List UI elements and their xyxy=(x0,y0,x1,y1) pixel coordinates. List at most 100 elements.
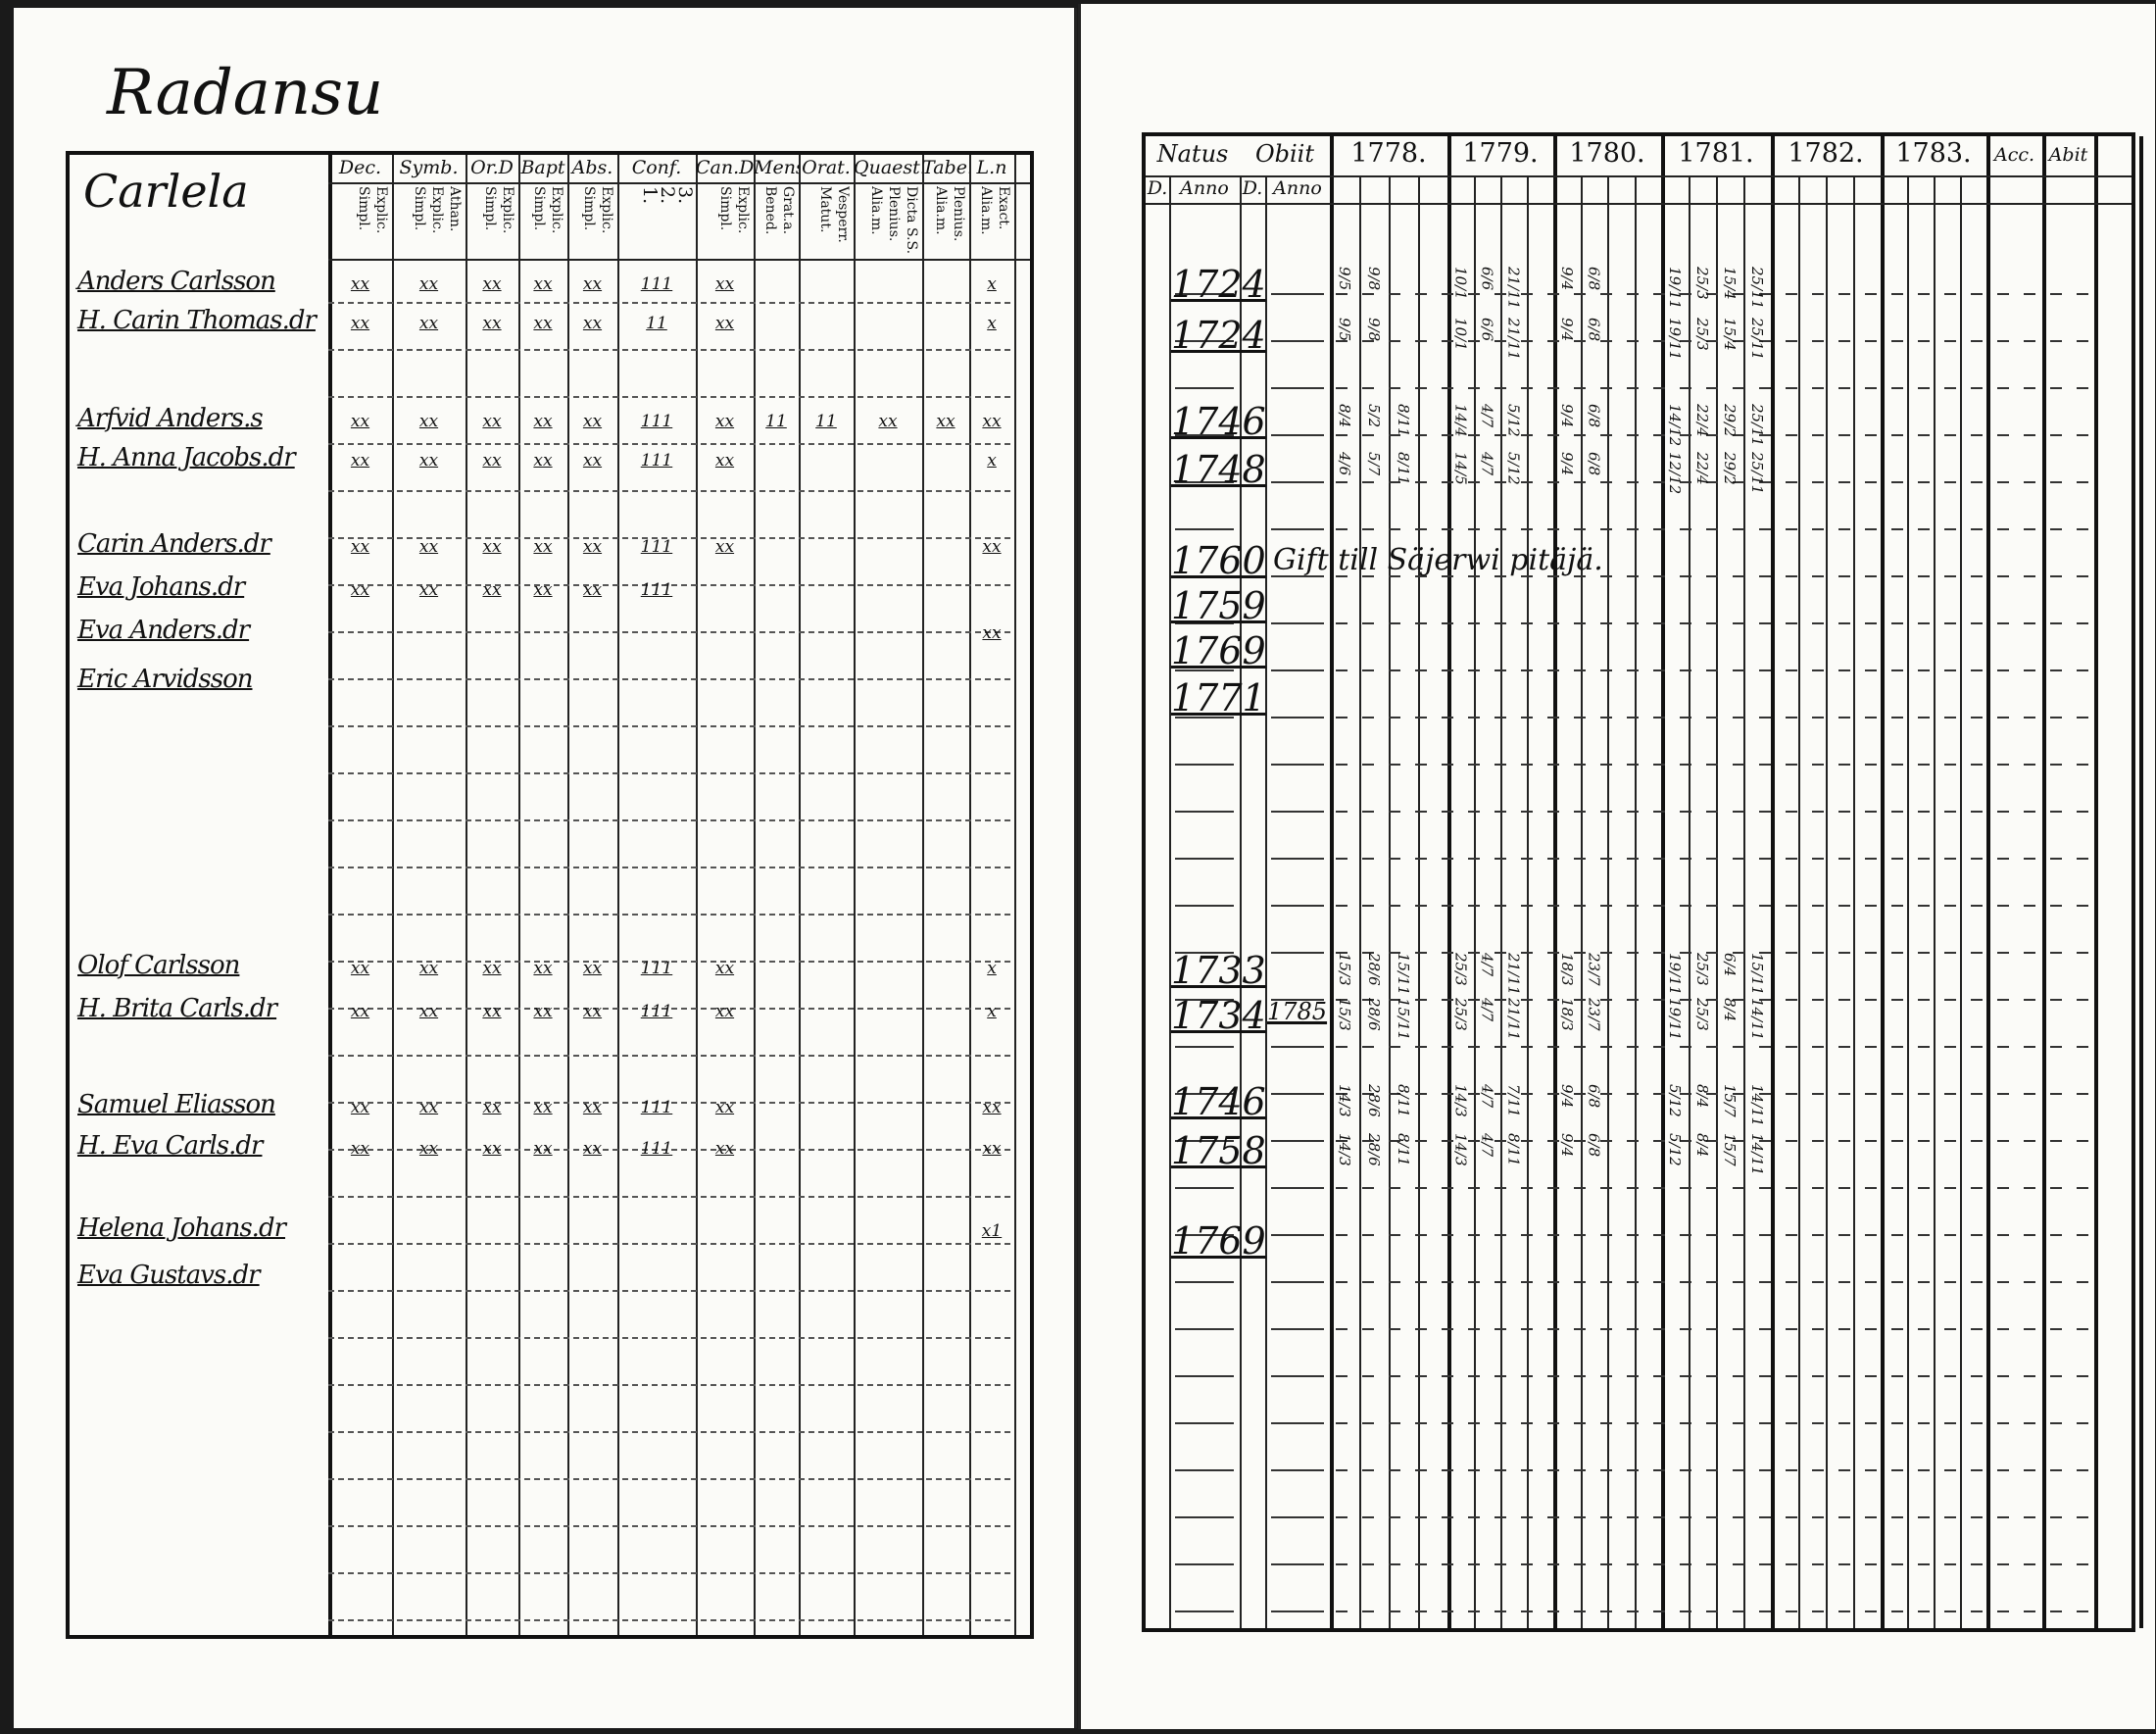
ruled-dash xyxy=(1971,575,1983,577)
exam-mark: xx xyxy=(714,314,735,333)
ruled-dash xyxy=(2024,669,2035,671)
ruled-dash xyxy=(1521,1563,1533,1565)
exam-date: 25/3 xyxy=(1693,953,1711,986)
ruled-dash xyxy=(1812,1610,1824,1612)
ruled-dash xyxy=(1547,717,1559,718)
ruled-dash xyxy=(1706,1187,1718,1189)
ruled-dash xyxy=(1442,905,1453,907)
exam-mark: xx xyxy=(714,412,735,431)
ruled-dash xyxy=(1997,1422,2009,1424)
ruled-dash xyxy=(1627,999,1639,1001)
ruled-dash xyxy=(1786,340,1797,342)
exam-date: 4/7 xyxy=(1478,1084,1496,1109)
person-name: Samuel Eliasson xyxy=(77,1090,276,1119)
ruled-dash xyxy=(1442,340,1453,342)
ruled-dash xyxy=(1971,528,1983,530)
ruled-dash xyxy=(1786,434,1797,436)
ruled-dash xyxy=(1521,1375,1533,1377)
ruled-dash xyxy=(1362,905,1374,907)
column-divider xyxy=(1881,136,1885,1628)
exam-date: 25/3 xyxy=(1693,998,1711,1031)
ruled-dash xyxy=(1336,905,1348,907)
ruled-dash xyxy=(1574,1516,1586,1518)
ruled-dash xyxy=(1733,1516,1744,1518)
ruled-dash xyxy=(1918,1046,1930,1048)
ruled-dash xyxy=(1733,952,1744,954)
exam-date: 7/11 xyxy=(1504,1084,1523,1117)
ruled-dash xyxy=(1600,434,1612,436)
ruled-dash xyxy=(1362,293,1374,295)
ruled-dash xyxy=(1547,999,1559,1001)
exam-mark: xx xyxy=(982,1139,1002,1159)
ruled-dash xyxy=(1759,528,1771,530)
ruled-dash xyxy=(1574,858,1586,860)
ruled-dash xyxy=(2050,1140,2062,1142)
ruled-dash xyxy=(1865,340,1877,342)
ruled-dash xyxy=(2050,764,2062,766)
ruled-dash xyxy=(1494,622,1506,624)
ruled-dash xyxy=(1812,1375,1824,1377)
ruled-dash xyxy=(1627,528,1639,530)
ruled-dash xyxy=(1389,858,1400,860)
ruled-dash xyxy=(2077,811,2088,813)
ruled-dash xyxy=(1733,1610,1744,1612)
column-divider xyxy=(922,155,924,1635)
ruled-dash xyxy=(1786,293,1797,295)
ruled-dash xyxy=(1944,340,1956,342)
ruled-dash xyxy=(1468,999,1480,1001)
ruled-dash xyxy=(2050,528,2062,530)
ruled-line xyxy=(1175,764,1234,766)
ruled-dash xyxy=(1653,1281,1665,1283)
ruled-dash xyxy=(2077,1422,2088,1424)
column-subheader: 3. 2. 1. xyxy=(639,186,694,205)
ruled-line xyxy=(328,349,1010,351)
ruled-dash xyxy=(1574,952,1586,954)
ruled-dash xyxy=(1971,764,1983,766)
ruled-dash xyxy=(1362,999,1374,1001)
ruled-dash xyxy=(1733,1469,1744,1471)
ruled-line xyxy=(1175,858,1234,860)
ruled-dash xyxy=(1944,858,1956,860)
ruled-dash xyxy=(1812,1093,1824,1095)
exam-date: 15/11 xyxy=(1395,998,1412,1041)
ruled-dash xyxy=(1891,481,1903,483)
ruled-dash xyxy=(1547,340,1559,342)
ruled-dash xyxy=(1627,1469,1639,1471)
birth-year: 1759 xyxy=(1171,584,1266,627)
exam-mark: xx xyxy=(418,580,439,600)
ruled-dash xyxy=(1944,952,1956,954)
ruled-dash xyxy=(1442,1469,1453,1471)
exam-mark: 111 xyxy=(640,451,673,471)
ruled-dash xyxy=(1336,481,1348,483)
ruled-dash xyxy=(1838,1093,1850,1095)
ruled-dash xyxy=(1468,764,1480,766)
ruled-dash xyxy=(1759,622,1771,624)
ruled-dash xyxy=(1971,905,1983,907)
ruled-dash xyxy=(1574,575,1586,577)
exam-date: 4/7 xyxy=(1478,404,1496,428)
exam-date: 14/4 xyxy=(1451,404,1470,437)
ruled-dash xyxy=(1362,528,1374,530)
exam-mark: xx xyxy=(418,274,439,294)
exam-mark: xx xyxy=(533,1098,553,1117)
ruled-dash xyxy=(1733,858,1744,860)
subcolumn-divider xyxy=(1418,175,1420,1628)
ruled-line xyxy=(1271,1328,1324,1330)
ruled-dash xyxy=(1442,764,1453,766)
ruled-dash xyxy=(1653,1046,1665,1048)
column-subheader: Plenius. Alia.m. xyxy=(933,186,966,242)
ruled-dash xyxy=(1680,669,1691,671)
exam-mark: x1 xyxy=(981,1221,1003,1241)
column-header: Mens. xyxy=(754,157,799,178)
ruled-dash xyxy=(1865,1516,1877,1518)
ruled-dash xyxy=(1600,1234,1612,1236)
accessit-header: Acc. xyxy=(1993,144,2035,166)
ruled-dash xyxy=(1733,1281,1744,1283)
ruled-dash xyxy=(1521,717,1533,718)
ruled-dash xyxy=(2024,1563,2035,1565)
exam-mark: xx xyxy=(482,314,502,333)
ruled-dash xyxy=(1389,528,1400,530)
ruled-line xyxy=(1175,1469,1234,1471)
ruled-dash xyxy=(2024,1328,2035,1330)
ruled-dash xyxy=(1362,1093,1374,1095)
